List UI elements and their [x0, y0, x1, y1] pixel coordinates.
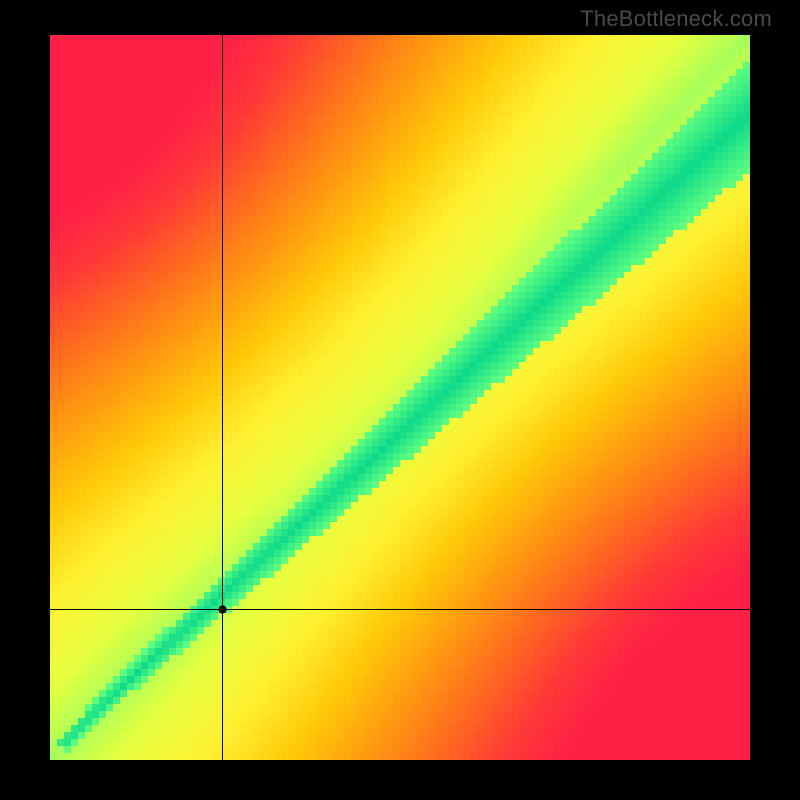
watermark-text: TheBottleneck.com — [580, 6, 772, 32]
heatmap-plot — [50, 35, 750, 760]
heatmap-canvas — [50, 35, 750, 760]
